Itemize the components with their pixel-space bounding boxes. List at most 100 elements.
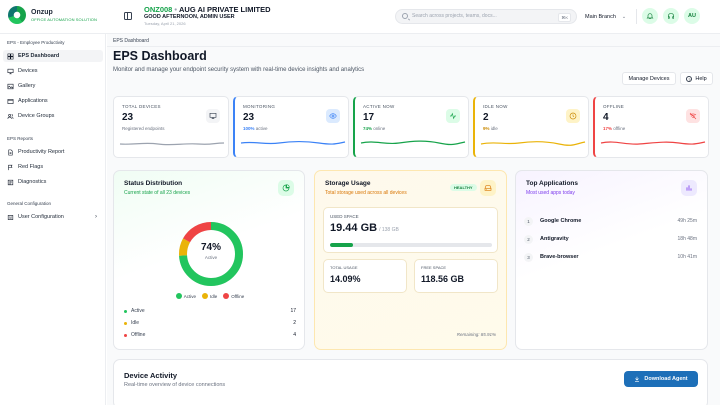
stat-label: OFFLINE xyxy=(603,104,625,109)
help-button[interactable]: ? Help xyxy=(680,72,713,85)
global-search-input[interactable]: Search across projects, teams, docs... ⌘… xyxy=(395,9,577,24)
stat-subtext: 74% online xyxy=(363,126,386,131)
chart-legend: Active Idle Offline xyxy=(114,293,306,299)
stat-card-total-devices[interactable]: TOTAL DEVICES 23 Registered endpoints xyxy=(113,96,229,158)
sidebar-item-label: Gallery xyxy=(18,83,36,89)
clock-icon xyxy=(566,109,580,123)
sidebar-item-applications[interactable]: Applications xyxy=(3,95,103,107)
stat-value: 4 xyxy=(603,112,609,123)
stat-value: 17 xyxy=(363,112,375,123)
divider xyxy=(636,9,637,24)
free-space-label: FREE SPACE xyxy=(421,265,447,270)
pie-chart-icon xyxy=(278,180,294,196)
stat-label: ACTIVE NOW xyxy=(363,104,395,109)
current-date: Tuesday, April 21, 2026 xyxy=(144,21,186,26)
free-space-value: 118.56 GB xyxy=(421,274,465,284)
users-icon xyxy=(7,113,14,120)
app-row[interactable]: 2 Antigravity 18h 48m xyxy=(524,232,699,246)
stat-value: 2 xyxy=(483,112,489,123)
support-button[interactable] xyxy=(663,8,679,24)
help-label: Help xyxy=(695,75,707,82)
sidebar-item-device-groups[interactable]: Device Groups xyxy=(3,110,103,122)
panel-subtitle: Total storage used across all devices xyxy=(325,190,407,196)
flag-icon xyxy=(7,164,14,171)
active-label: Active xyxy=(204,255,218,260)
stat-subtext: 9% idle xyxy=(483,126,498,131)
wifi-off-icon xyxy=(686,109,700,123)
download-icon xyxy=(635,376,640,382)
app-rank: 1 xyxy=(524,216,533,226)
sidebar-item-diagnostics[interactable]: Diagnostics xyxy=(3,176,103,188)
legend-item-idle[interactable]: Idle xyxy=(202,293,217,299)
stat-subtext: Registered endpoints xyxy=(122,126,165,131)
sidebar-item-devices[interactable]: Devices xyxy=(3,65,103,77)
download-agent-label: Download Agent xyxy=(644,376,688,382)
chevron-right-icon: › xyxy=(95,214,97,220)
stat-card-offline[interactable]: OFFLINE 4 17% offline xyxy=(593,96,709,158)
list-icon xyxy=(7,179,14,186)
sidebar-item-productivity-report[interactable]: Productivity Report xyxy=(3,146,103,158)
manage-devices-button[interactable]: Manage Devices xyxy=(622,72,676,85)
stat-label: TOTAL DEVICES xyxy=(122,104,161,109)
sidebar-item-gallery[interactable]: Gallery xyxy=(3,80,103,92)
eye-icon xyxy=(326,109,340,123)
status-badge: HEALTHY xyxy=(450,184,477,191)
brand-tagline: OFFICE AUTOMATION SOLUTION xyxy=(31,16,98,22)
sparkline xyxy=(119,142,225,146)
sidebar-toggle-icon[interactable] xyxy=(124,12,132,20)
panel-title: Top Applications xyxy=(526,180,578,187)
panel-subtitle: Current state of all 23 devices xyxy=(124,190,191,196)
app-time: 10h 41m xyxy=(677,254,697,260)
company-info: ONZ008 • AUG AI PRIVATE LIMITED GOOD AFTER… xyxy=(144,5,271,26)
top-applications-panel: Top Applications Most used apps today 1 … xyxy=(515,170,708,350)
stat-card-idle-now[interactable]: IDLE NOW 2 9% idle xyxy=(473,96,589,158)
avatar[interactable]: AU xyxy=(684,8,700,24)
sidebar-item-label: Applications xyxy=(18,98,48,104)
notifications-button[interactable] xyxy=(642,8,658,24)
sidebar-item-label: Device Groups xyxy=(18,113,55,119)
app-row[interactable]: 1 Google Chrome 49h 25m xyxy=(524,214,699,228)
stat-card-monitoring[interactable]: MONITORING 23 100% active xyxy=(233,96,349,158)
stat-card-active-now[interactable]: ACTIVE NOW 17 74% online xyxy=(353,96,469,158)
search-shortcut: ⌘K xyxy=(558,12,571,22)
company-name: AUG AI PRIVATE LIMITED xyxy=(179,5,271,14)
branch-selector[interactable]: Main Branch ⌄ xyxy=(585,10,626,23)
app-time: 49h 25m xyxy=(677,218,697,224)
sidebar-item-label: Productivity Report xyxy=(18,149,65,155)
divider xyxy=(107,46,720,47)
onzup-logo xyxy=(8,6,26,24)
legend-item-offline[interactable]: Offline xyxy=(223,293,244,299)
brand[interactable]: Onzup OFFICE AUTOMATION SOLUTION xyxy=(8,6,97,24)
used-space-box: USED SPACE 19.44 GB/ 138 GB xyxy=(323,207,498,253)
donut-segment-offline xyxy=(179,222,243,286)
sidebar-item-label: EPS Dashboard xyxy=(18,53,60,59)
used-space-label: USED SPACE xyxy=(330,214,359,219)
app-name: Brave-browser xyxy=(540,254,579,260)
free-space-box: FREE SPACE 118.56 GB xyxy=(414,259,498,293)
panel-title: Status Distribution xyxy=(124,180,183,187)
grid-icon xyxy=(7,53,14,60)
donut-center: 74% Active xyxy=(177,220,245,288)
image-icon xyxy=(7,83,14,90)
sidebar-item-label: User Configuration xyxy=(18,214,64,220)
status-row-idle: Idle 2 xyxy=(124,318,296,328)
sidebar-item-red-flags[interactable]: Red Flags xyxy=(3,161,103,173)
status-row-active: Active 17 xyxy=(124,306,296,316)
stat-label: MONITORING xyxy=(243,104,276,109)
breadcrumb[interactable]: EPS Dashboard xyxy=(113,38,149,44)
app-row[interactable]: 3 Brave-browser 10h 41m xyxy=(524,250,699,264)
top-bar: Onzup OFFICE AUTOMATION SOLUTION ONZ008 •… xyxy=(0,0,720,34)
panel-subtitle: Most used apps today xyxy=(526,190,575,196)
status-row-offline: Offline 4 xyxy=(124,330,296,340)
donut-segment-idle xyxy=(179,222,243,286)
legend-item-active[interactable]: Active xyxy=(175,293,196,299)
download-agent-button[interactable]: Download Agent xyxy=(624,371,698,387)
sidebar-item-eps-dashboard[interactable]: EPS Dashboard xyxy=(3,50,103,62)
sidebar-item-user-configuration[interactable]: User Configuration › xyxy=(3,211,103,223)
monitor-icon xyxy=(7,68,14,75)
headset-icon xyxy=(668,13,674,19)
file-icon xyxy=(7,149,14,156)
help-icon: ? xyxy=(686,75,693,82)
monitor-icon xyxy=(206,109,220,123)
search-icon xyxy=(402,13,408,19)
